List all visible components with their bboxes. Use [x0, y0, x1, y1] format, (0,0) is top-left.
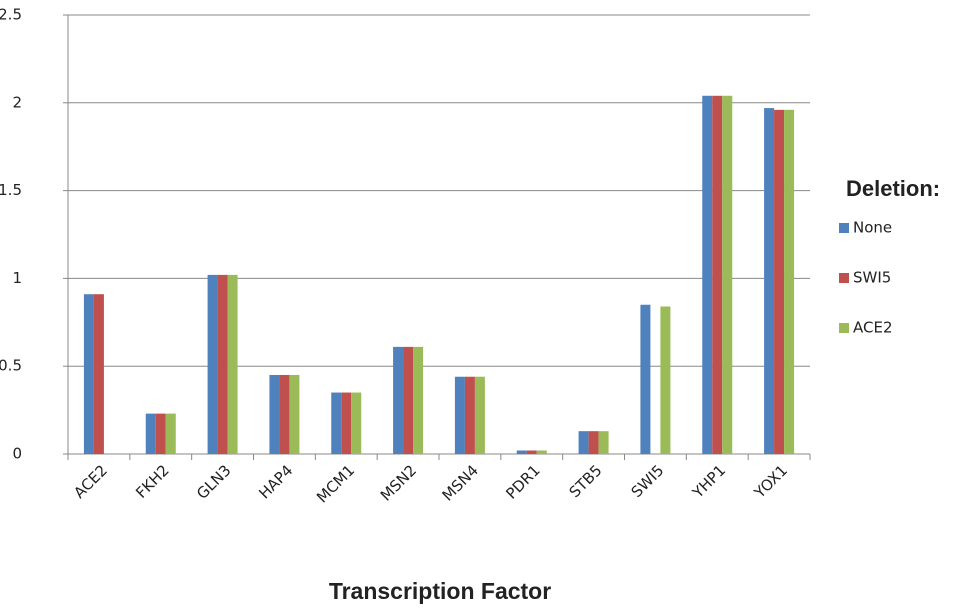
bar: [289, 374, 300, 454]
x-tick-label: GLN3: [193, 461, 235, 503]
bar: [207, 274, 218, 454]
x-tick-label: ACE2: [70, 461, 111, 502]
bar: [145, 413, 156, 454]
bar: [578, 431, 589, 454]
bar: [722, 95, 733, 454]
x-tick-label: YHP1: [688, 461, 729, 502]
bar: [784, 109, 795, 454]
legend-swatch: [839, 323, 849, 333]
bar: [516, 450, 527, 454]
legend-label: None: [853, 219, 892, 237]
bar: [341, 392, 352, 454]
bar: [83, 294, 94, 454]
bar: [351, 392, 362, 454]
y-tick-label: 2: [12, 93, 22, 111]
x-axis-label: Transcription Factor: [329, 578, 551, 604]
x-tick-label: STB5: [566, 461, 606, 501]
bar: [464, 376, 475, 454]
bar: [93, 294, 104, 454]
legend-swatch: [839, 273, 849, 283]
bar: [764, 108, 775, 455]
bar: [454, 376, 465, 454]
bar: [588, 431, 599, 454]
bar: [474, 376, 485, 454]
bar: [598, 431, 609, 454]
bar: [660, 306, 671, 454]
bar: [393, 346, 404, 454]
bar: [526, 450, 537, 454]
bar: [217, 274, 228, 454]
bar: [702, 95, 713, 454]
legend-title: Deletion:: [846, 176, 940, 201]
legend-swatch: [839, 223, 849, 233]
y-tick-label: 2.5: [0, 6, 22, 24]
x-tick-label: MCM1: [313, 461, 358, 506]
y-tick-label: 0.5: [0, 357, 22, 375]
bar: [155, 413, 166, 454]
bar: [403, 346, 414, 454]
bar: [227, 274, 238, 454]
bar: [774, 109, 785, 454]
y-tick-label: 1.5: [0, 181, 22, 199]
x-tick-label: MSN2: [377, 461, 420, 504]
bar: [536, 450, 547, 454]
bar: [640, 304, 651, 454]
legend-label: SWI5: [853, 269, 891, 287]
x-tick-label: FKH2: [132, 461, 173, 502]
x-tick-label: YOX1: [750, 461, 791, 502]
x-tick-label: SWI5: [628, 461, 668, 501]
bar: [712, 95, 723, 454]
bar: [413, 346, 424, 454]
bar: [279, 374, 290, 454]
x-tick-label: HAP4: [255, 461, 296, 502]
y-tick-label: 0: [12, 445, 22, 463]
x-tick-label: PDR1: [502, 461, 543, 502]
bar: [331, 392, 342, 454]
bar: [269, 374, 280, 454]
y-tick-label: 1: [12, 269, 22, 287]
legend-label: ACE2: [853, 319, 893, 337]
bar: [165, 413, 176, 454]
x-tick-label: MSN4: [439, 461, 482, 504]
